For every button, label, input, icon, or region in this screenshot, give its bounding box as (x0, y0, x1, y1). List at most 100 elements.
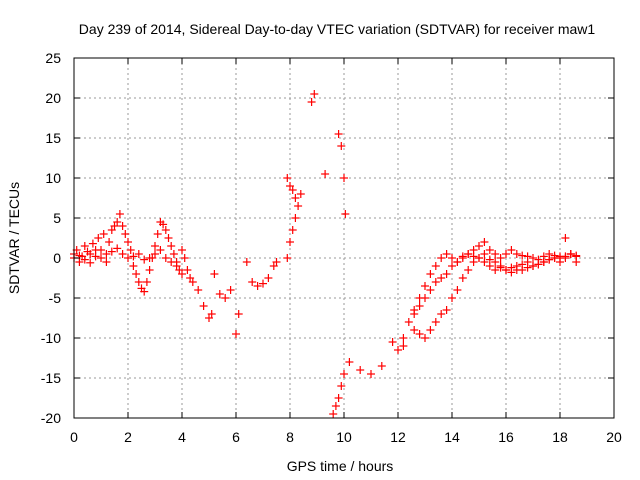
x-tick-label: 4 (178, 429, 186, 445)
data-point (167, 258, 176, 266)
y-tick-label: -20 (41, 410, 61, 426)
x-tick-label: 0 (70, 429, 78, 445)
data-point (410, 326, 419, 334)
y-tick-label: -15 (41, 370, 61, 386)
data-point (458, 274, 467, 282)
data-point (496, 254, 505, 262)
data-point (329, 410, 338, 418)
data-point (307, 98, 316, 106)
data-point (502, 250, 510, 258)
data-point (550, 254, 559, 262)
data-point (283, 254, 292, 262)
data-point (118, 250, 127, 258)
data-point (99, 230, 108, 238)
data-point (469, 252, 478, 261)
data-point (124, 254, 132, 262)
data-point (221, 294, 230, 302)
data-point (161, 226, 170, 234)
data-point (491, 250, 500, 258)
data-point (215, 290, 224, 298)
data-point (140, 255, 149, 264)
data-point (113, 218, 122, 226)
data-point (88, 239, 97, 248)
data-point (496, 263, 505, 272)
data-point (404, 318, 413, 326)
data-point (121, 230, 130, 238)
data-point (475, 254, 483, 262)
data-point (207, 310, 216, 318)
data-point (341, 210, 350, 218)
data-point (188, 278, 197, 286)
x-tick-label: 10 (336, 429, 352, 445)
data-point (388, 338, 397, 346)
data-point (294, 202, 303, 210)
x-tick-label: 12 (390, 429, 406, 445)
data-point (124, 238, 132, 246)
data-point (80, 255, 89, 264)
data-point (512, 250, 521, 258)
data-point (448, 262, 456, 270)
data-point (480, 238, 489, 246)
chart-title: Day 239 of 2014, Sidereal Day-to-day VTE… (79, 21, 596, 37)
x-tick-label: 8 (286, 429, 294, 445)
data-point (448, 294, 456, 302)
data-point (151, 242, 159, 250)
data-point (145, 266, 154, 274)
data-point (426, 286, 435, 294)
data-point (288, 186, 297, 194)
data-point (345, 358, 354, 366)
data-point (94, 234, 103, 242)
data-point (534, 260, 543, 269)
data-point (194, 286, 203, 294)
data-point (539, 258, 548, 266)
data-point (399, 342, 408, 350)
data-point (523, 263, 532, 272)
data-point (529, 254, 537, 262)
grid-layer (74, 58, 614, 418)
data-point (107, 247, 116, 256)
data-marks (70, 90, 581, 418)
data-point (464, 266, 473, 274)
data-point (437, 274, 446, 282)
x-tick-label: 18 (552, 429, 568, 445)
data-point (356, 366, 365, 374)
data-point (286, 238, 294, 246)
data-point (288, 226, 297, 234)
data-point (337, 142, 346, 150)
data-point (545, 255, 554, 264)
data-point (142, 278, 151, 286)
x-tick-label: 20 (606, 429, 622, 445)
data-point (556, 252, 564, 261)
data-point (169, 250, 178, 258)
data-point (458, 254, 467, 262)
data-point (151, 250, 159, 258)
data-point (296, 190, 305, 198)
data-point (437, 310, 446, 318)
data-point (172, 262, 181, 270)
data-point (394, 346, 402, 354)
data-point (377, 362, 386, 370)
data-point (167, 242, 176, 250)
data-point (502, 266, 510, 274)
y-tick-label: 5 (53, 210, 61, 226)
data-point (442, 270, 451, 278)
y-tick-label: 10 (45, 170, 61, 186)
data-point (153, 230, 162, 238)
data-point (340, 370, 348, 378)
data-point (442, 250, 451, 258)
data-point (234, 310, 243, 318)
data-point (566, 250, 575, 258)
data-point (132, 270, 141, 278)
data-point (334, 394, 343, 402)
data-point (410, 310, 419, 318)
data-point (129, 262, 138, 270)
data-point (105, 238, 114, 246)
data-point (145, 254, 154, 262)
data-point (178, 270, 186, 278)
data-point (129, 252, 138, 261)
y-ticks: 25 20 15 10 5 0 -5 -10 -15 -20 (41, 50, 61, 426)
data-point (134, 278, 143, 286)
x-ticks: 0 2 4 6 8 10 12 14 16 18 20 (70, 429, 622, 445)
data-point (485, 246, 494, 254)
